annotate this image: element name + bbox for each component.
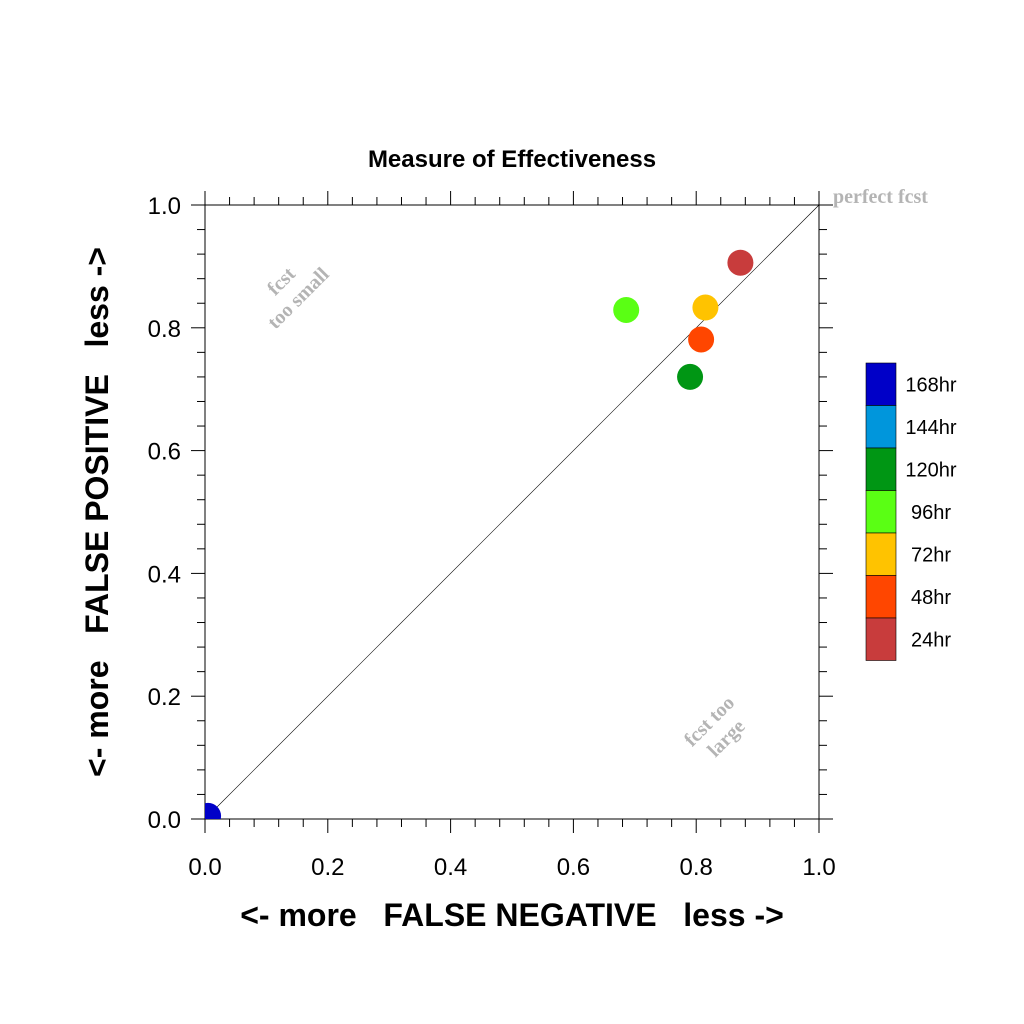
point-96hr [613,296,640,323]
point-120hr [677,363,704,390]
x-tick-label: 0.6 [557,854,590,881]
legend-label-24hr: 24hr [911,629,951,651]
x-tick-label: 0.4 [434,854,467,881]
legend: 168hr 144hr 120hr 96hr 72hr 48hr 24hr [865,362,957,661]
legend-label-144hr: 144hr [905,417,956,439]
y-tick-label: 0.2 [148,684,181,711]
y-tick-label: 0.4 [148,561,181,588]
annotation-perfect-fcst: perfect fcst [833,186,928,208]
legend-swatch-96hr [865,490,897,534]
legend-label-120hr: 120hr [905,459,956,481]
chart-title: Measure of Effectiveness [368,146,656,173]
legend-swatch-168hr [865,362,897,406]
annotation-too-small: fcst too small [263,263,334,334]
axis-tick-labels: 0.0 0.2 0.4 0.6 0.8 1.0 0.0 0.2 0.4 0.6 0.8 1.0 [148,193,836,881]
scatter-points [205,249,754,819]
y-tick-label: 0.6 [148,439,181,466]
y-tick-label: 0.0 [148,807,181,834]
point-168hr [205,802,222,819]
legend-label-72hr: 72hr [911,544,951,566]
legend-swatch-48hr [865,575,897,619]
x-tick-label: 0.2 [311,854,344,881]
annotation-too-large: fcst too large [680,692,750,762]
x-axis-label: <- more FALSE NEGATIVE less -> [240,897,784,933]
plot-area: 0.0 0.2 0.4 0.6 0.8 1.0 0.0 0.2 0.4 0.6 0.8 1.0 [148,191,836,881]
legend-label-48hr: 48hr [911,587,951,609]
point-48hr [688,326,715,353]
x-tick-label: 1.0 [802,854,835,881]
legend-swatch-120hr [865,447,897,491]
x-tick-label: 0.0 [188,854,221,881]
point-24hr [727,249,754,276]
y-tick-label: 1.0 [148,193,181,220]
axis-ticks [191,191,833,833]
legend-label-168hr: 168hr [905,374,956,396]
x-tick-label: 0.8 [680,854,713,881]
legend-swatch-24hr [865,617,897,661]
point-72hr [692,294,719,321]
plot-frame [204,204,820,820]
y-tick-label: 0.8 [148,316,181,343]
legend-swatch-72hr [865,532,897,576]
y-axis-label: <- more FALSE POSITIVE less -> [79,247,115,777]
legend-label-96hr: 96hr [911,502,951,524]
legend-swatch-144hr [865,405,897,449]
